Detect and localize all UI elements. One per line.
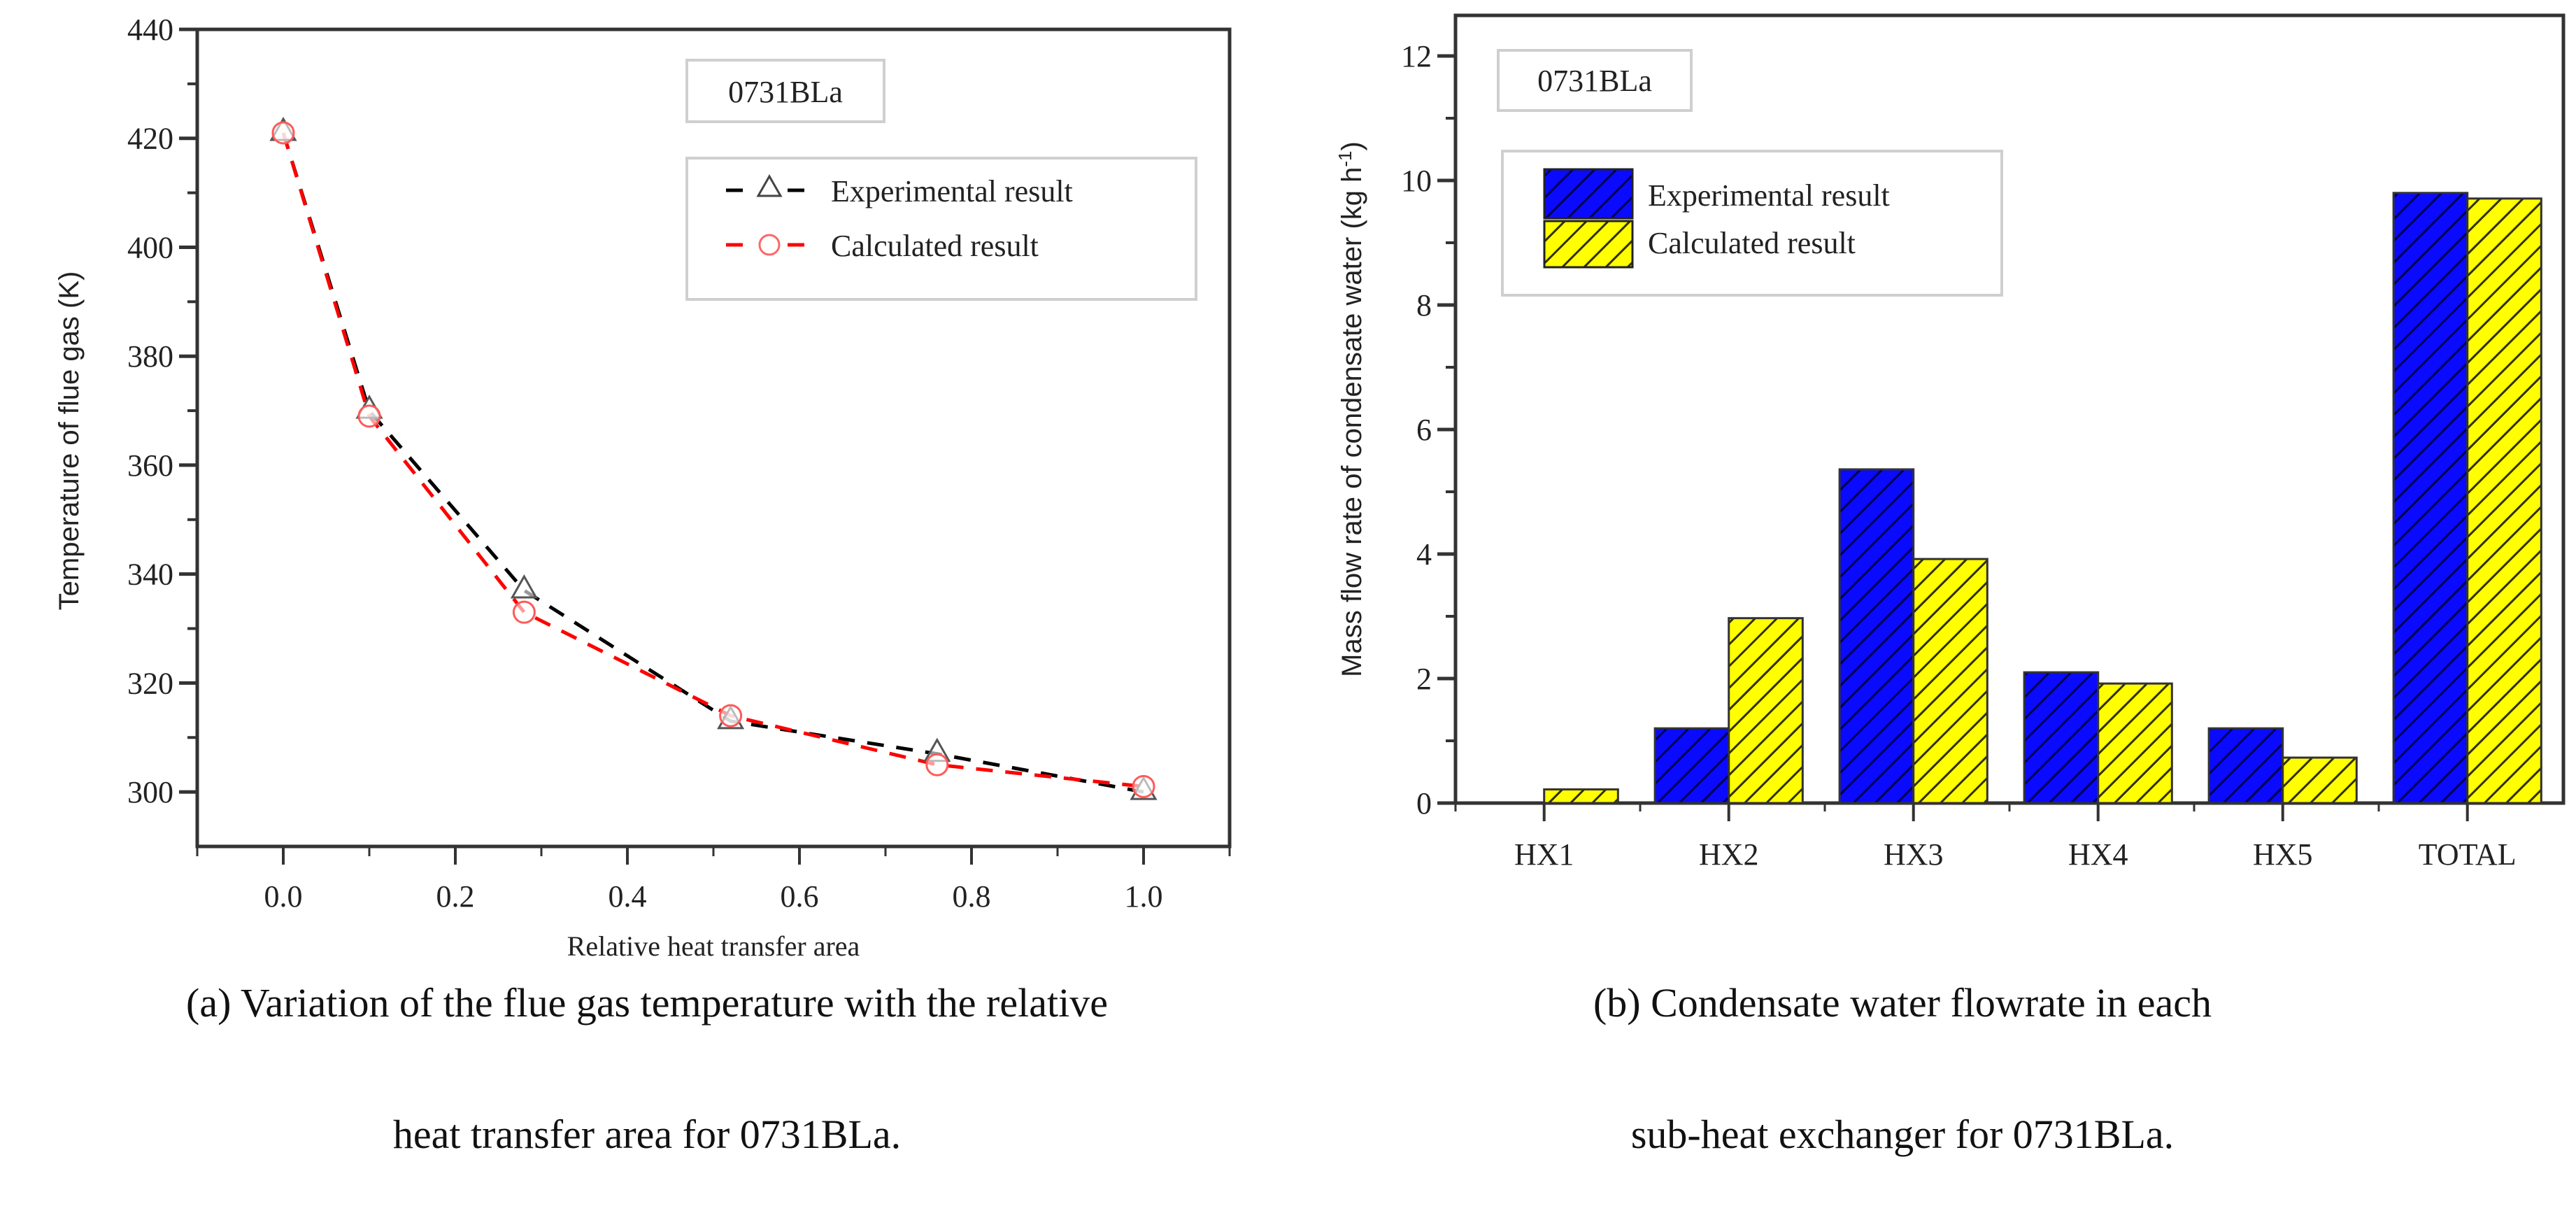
bar-total-experimental [2392, 192, 2469, 804]
legend-label: Calculated result [831, 229, 1039, 263]
data-point-calculated [512, 600, 536, 624]
chart-a-xlabel: Relative heat transfer area [567, 930, 860, 962]
bar-hx3-experimental [1838, 468, 1915, 804]
y-tick-label: 400 [127, 230, 173, 264]
y-tick-label: 12 [1401, 39, 1432, 73]
y-tick-label: 0 [1416, 786, 1432, 821]
data-point-calculated [925, 753, 949, 776]
chart-b-ylabel: Mass flow rate of condensate water (kg h… [1335, 141, 1367, 677]
x-tick-label: HX3 [1884, 837, 1944, 872]
blue-hatch-swatch-icon [1543, 168, 1634, 220]
series-line-calculated [281, 132, 1144, 788]
y-tick-label: 320 [127, 666, 173, 700]
chart-a-y-axis: 300 320 340 360 380 400 420 440 [127, 13, 197, 809]
yellow-hatch-swatch-icon [1543, 220, 1634, 269]
legend-item-experimental: Experimental result [726, 173, 1073, 208]
data-point-calculated [271, 121, 295, 145]
legend-item-calculated: Calculated result [1543, 220, 1856, 269]
chart-a-legend: Experimental result Calculated result [685, 157, 1197, 301]
circle-marker-icon [758, 234, 781, 256]
x-tick-label: 0.0 [264, 879, 303, 914]
x-tick-label: 0.4 [609, 879, 647, 914]
legend-item-calculated: Calculated result [726, 229, 1039, 263]
y-tick-label: 2 [1416, 662, 1432, 696]
caption-a-line2: heat transfer area for 0731BLa. [392, 1112, 902, 1157]
legend-label: Experimental result [831, 174, 1073, 208]
legend-label: Calculated result [1648, 226, 1856, 260]
chart-b-annotation-box [1497, 49, 1693, 112]
x-tick-label: 0.6 [781, 879, 819, 914]
y-tick-label: 6 [1416, 413, 1432, 447]
data-point-calculated [719, 704, 743, 728]
triangle-marker-icon [756, 173, 783, 197]
x-tick-label: 1.0 [1125, 879, 1163, 914]
chart-b-legend: Experimental result Calculated result [1501, 150, 2003, 297]
chart-b-annotation: 0731BLa [1537, 64, 1652, 98]
chart-b-x-axis: HX1 HX2 HX3 HX4 HX5 TOTAL [1454, 803, 2517, 872]
x-tick-label: 0.2 [436, 879, 475, 914]
chart-a: 300 320 340 360 380 400 420 440 0.0 0.2 0.4 0.6 0.8… [54, 13, 1232, 962]
bar-hx5-calculated [2282, 756, 2358, 804]
chart-a-x-axis: 0.0 0.2 0.4 0.6 0.8 1.0 [196, 846, 1231, 914]
chart-b-y-axis: 0 2 4 6 8 10 12 [1401, 39, 1456, 821]
bar-hx2-calculated [1728, 617, 1804, 804]
legend-item-experimental: Experimental result [1543, 168, 1890, 220]
bar-hx2-experimental [1653, 727, 1730, 804]
chart-a-series [269, 116, 1158, 800]
x-tick-label: HX1 [1514, 837, 1574, 872]
y-tick-label: 360 [127, 448, 173, 483]
bar-hx4-experimental [2023, 671, 2100, 804]
x-tick-label: 0.8 [953, 879, 991, 914]
caption-b-line2: sub-heat exchanger for 0731BLa. [1630, 1112, 2175, 1157]
caption-a-line1: (a) Variation of the flue gas temperatur… [186, 980, 1108, 1026]
chart-a-annotation-box [685, 59, 885, 123]
x-tick-label: HX5 [2253, 837, 2313, 872]
chart-a-frame [195, 27, 1232, 849]
data-point-calculated [1132, 774, 1155, 798]
x-tick-label: HX2 [1699, 837, 1759, 872]
y-tick-label: 380 [127, 339, 173, 374]
bar-hx1-calculated [1543, 788, 1619, 804]
chart-b: 0 2 4 6 8 10 12 HX1 HX2 HX3 HX4 HX5 TOTAL Mass flow… [1335, 13, 2566, 872]
chart-a-annotation: 0731BLa [728, 75, 843, 109]
y-tick-label: 420 [127, 122, 173, 156]
y-tick-label: 340 [127, 558, 173, 592]
x-tick-label: HX4 [2068, 837, 2128, 872]
bar-hx3-calculated [1912, 558, 1988, 804]
data-point-experimental [510, 574, 538, 599]
x-tick-label: TOTAL [2419, 837, 2517, 872]
legend-label: Experimental result [1648, 178, 1890, 213]
y-tick-label: 10 [1401, 164, 1432, 198]
y-tick-label: 440 [127, 13, 173, 47]
bar-hx5-experimental [2207, 727, 2284, 804]
chart-b-bars [1543, 192, 2542, 804]
bar-total-calculated [2466, 197, 2542, 804]
y-tick-label: 300 [127, 775, 173, 809]
bar-hx4-calculated [2097, 682, 2173, 804]
data-point-calculated [357, 404, 381, 428]
chart-a-ylabel: Temperature of flue gas (K) [54, 271, 85, 611]
y-tick-label: 4 [1416, 537, 1432, 572]
y-tick-label: 8 [1416, 288, 1432, 322]
caption-b-line1: (b) Condensate water flowrate in each [1593, 980, 2212, 1026]
